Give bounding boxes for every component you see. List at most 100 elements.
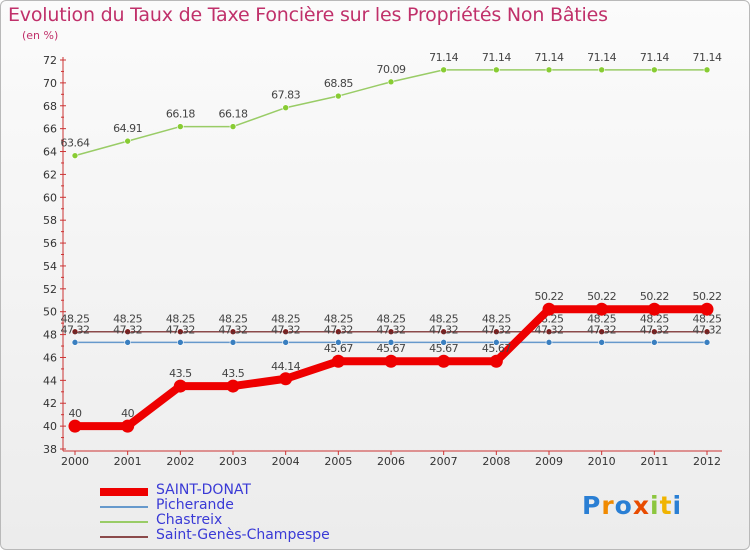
data-point-chastreix [545,66,553,74]
data-point-chastreix [440,66,447,74]
data-point-saint-donat [700,302,714,316]
data-point-picherande [282,339,289,346]
data-point-picherande [229,339,237,346]
x-tick-label: 2003 [219,455,247,468]
data-label-chastreix: 71.14 [482,51,511,64]
y-axis-unit-label: (en %) [22,29,59,42]
data-point-chastreix [71,152,79,159]
data-point-picherande [177,339,184,346]
logo-letter: i [650,491,660,520]
data-point-saint-gen-s-champespe [229,328,237,336]
y-tick-label: 38 [43,443,57,456]
data-label-chastreix: 71.14 [640,51,669,64]
data-label-saint-gen-s-champespe: 48.25 [587,313,616,326]
data-point-saint-donat [595,302,609,316]
data-label-saint-gen-s-champespe: 48.25 [377,313,406,326]
logo-letter: i [672,491,683,520]
data-point-chastreix [493,66,500,74]
data-label-saint-gen-s-champespe: 48.25 [482,313,511,326]
data-label-saint-donat: 50.22 [587,290,616,303]
data-point-saint-gen-s-champespe [440,328,447,336]
data-label-saint-donat: 40 [69,407,82,420]
data-label-chastreix: 71.14 [429,51,458,64]
legend-label: Saint-Genès-Champespe [156,527,330,543]
data-point-saint-gen-s-champespe [387,328,395,336]
y-tick-label: 54 [43,260,57,273]
data-point-saint-donat [331,354,345,368]
y-tick-label: 72 [43,54,57,67]
data-label-chastreix: 71.14 [535,51,564,64]
logo-letter: x [632,491,650,520]
legend-swatch [100,506,148,508]
data-label-saint-donat: 40 [121,407,134,420]
y-tick-label: 64 [43,146,57,159]
y-tick-label: 68 [43,100,57,113]
data-label-saint-gen-s-champespe: 48.25 [693,313,722,326]
data-label-chastreix: 67.83 [271,89,300,102]
chart-title: Evolution du Taux de Taxe Foncière sur l… [8,4,608,26]
legend-swatch [100,488,148,496]
data-point-saint-gen-s-champespe [545,328,553,336]
y-tick-label: 50 [43,306,57,319]
x-tick-label: 2000 [61,455,89,468]
logo-letter: o [614,491,633,520]
data-label-picherande: 47.32 [640,323,669,336]
legend-swatch [100,536,148,538]
x-tick-label: 2012 [693,455,721,468]
data-label-chastreix: 66.18 [166,108,195,121]
data-point-saint-gen-s-champespe [124,328,131,336]
data-label-picherande: 47.32 [482,323,511,336]
data-label-saint-donat: 45.67 [429,342,458,355]
data-label-saint-gen-s-champespe: 48.25 [324,313,353,326]
x-tick-label: 2010 [588,455,616,468]
data-point-saint-donat [279,372,293,386]
x-tick-label: 2011 [640,455,668,468]
data-label-picherande: 47.32 [535,323,564,336]
data-point-picherande [493,339,500,346]
data-label-saint-donat: 43.5 [222,367,245,380]
x-tick-label: 2008 [482,455,510,468]
data-point-saint-donat [226,379,240,393]
x-tick-label: 2001 [114,455,142,468]
data-label-chastreix: 71.14 [693,51,722,64]
data-label-picherande: 47.32 [271,323,300,336]
legend-label: SAINT-DONAT [156,482,251,498]
data-point-saint-gen-s-champespe [71,328,79,336]
x-tick-label: 2007 [430,455,458,468]
proxiti-logo: Proxiti [582,491,682,520]
data-point-saint-donat [542,302,556,316]
data-point-saint-gen-s-champespe [703,328,711,336]
data-point-picherande [651,339,658,346]
data-label-saint-gen-s-champespe: 48.25 [640,313,669,326]
data-point-picherande [440,339,447,346]
data-label-picherande: 47.32 [113,323,142,336]
y-tick-label: 42 [43,397,57,410]
data-point-chastreix [598,66,605,74]
legend-label: Picherande [156,497,234,513]
data-point-chastreix [335,92,342,100]
data-label-saint-donat: 50.22 [535,290,564,303]
data-point-picherande [71,339,79,346]
y-tick-label: 40 [43,420,57,433]
data-label-saint-gen-s-champespe: 48.25 [219,313,248,326]
data-point-saint-donat [68,419,82,433]
data-label-chastreix: 64.91 [113,122,142,135]
data-label-saint-donat: 45.67 [377,342,406,355]
data-point-picherande [703,339,711,346]
data-point-picherande [387,339,395,346]
data-point-picherande [545,339,553,346]
data-point-picherande [335,339,342,346]
data-label-picherande: 47.32 [324,323,353,336]
y-tick-label: 70 [43,77,57,90]
data-point-saint-donat [437,354,451,368]
data-point-chastreix [387,78,395,86]
x-tick-label: 2005 [324,455,352,468]
data-point-saint-gen-s-champespe [598,328,605,336]
data-label-picherande: 47.32 [219,323,248,336]
data-point-saint-donat [647,302,661,316]
x-tick-label: 2006 [377,455,405,468]
data-label-saint-gen-s-champespe: 48.25 [429,313,458,326]
data-label-saint-gen-s-champespe: 48.25 [166,313,195,326]
data-label-chastreix: 70.09 [377,63,406,76]
